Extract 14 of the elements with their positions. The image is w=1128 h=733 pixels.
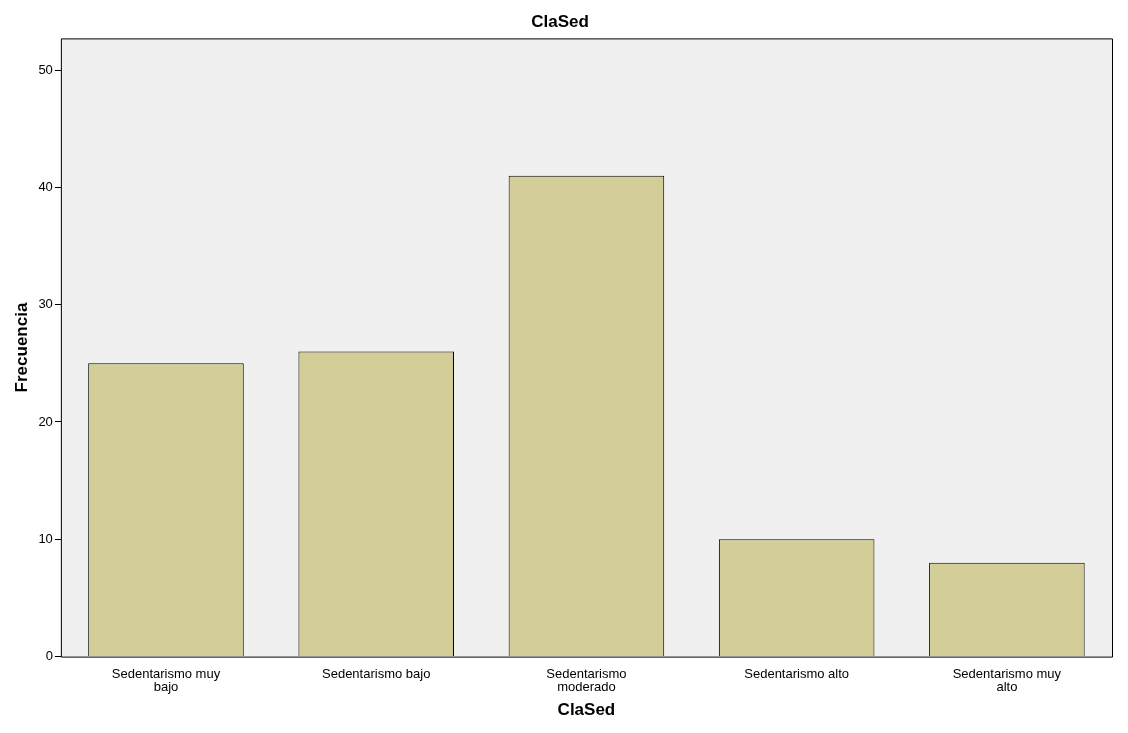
y-tick-label: 50 <box>38 61 53 77</box>
x-axis-title: ClaSed <box>557 700 616 720</box>
y-tick-label: 30 <box>38 296 53 312</box>
y-tick-label: 40 <box>38 178 53 194</box>
y-tick-label: 0 <box>45 648 53 664</box>
x-tick-label: Sedentarismo muy alto <box>952 665 1062 694</box>
y-tick-label: 20 <box>38 413 53 429</box>
x-tick-label: Sedentarismo muy bajo <box>111 665 221 694</box>
chart-title: ClaSed <box>531 11 589 31</box>
y-tick-label: 10 <box>38 530 53 546</box>
x-tick-label: Sedentarismo moderado <box>546 665 627 694</box>
x-tick-label: Sedentarismo alto <box>744 665 850 681</box>
x-tick-label: Sedentarismo bajo <box>322 665 431 681</box>
y-axis-title: Frecuencia <box>11 302 31 393</box>
